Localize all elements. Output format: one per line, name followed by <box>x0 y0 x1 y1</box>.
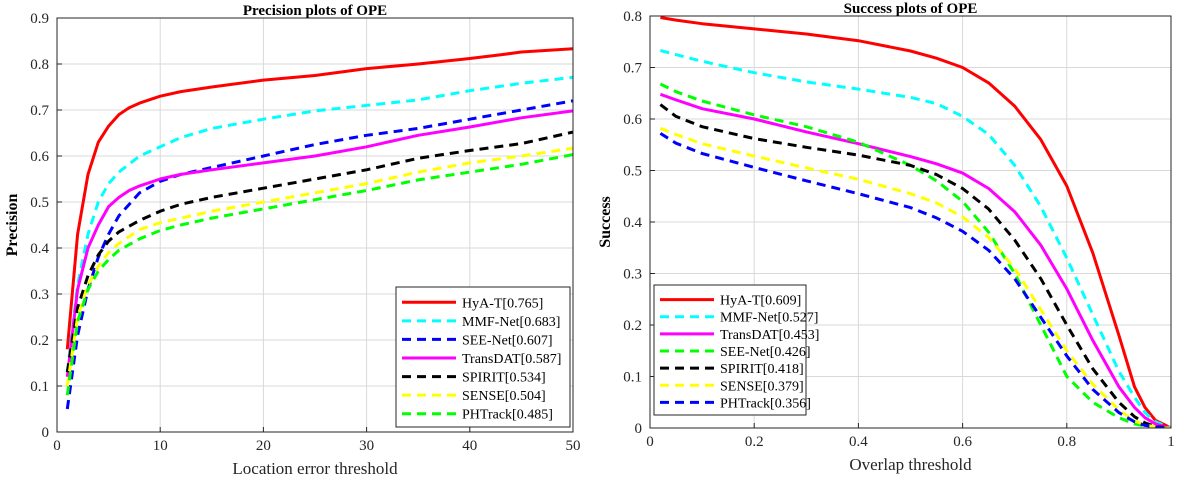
success-series-line <box>659 126 1171 428</box>
precision-series-line <box>65 130 573 373</box>
success-x-tick-label: 0.2 <box>745 434 764 450</box>
precision-series-group <box>65 47 573 410</box>
precision-legend-label: SEE-Net[0.607] <box>462 333 553 348</box>
success-y-tick-label: 0.3 <box>623 267 642 283</box>
precision-x-tick-label: 0 <box>53 438 61 454</box>
success-legend-label: SENSE[0.379] <box>720 379 804 394</box>
success-x-tick-label: 0.4 <box>849 434 868 450</box>
success-y-tick-label: 0.1 <box>623 370 642 386</box>
success-axes-box <box>649 15 1172 429</box>
success-y-tick-label: 0.4 <box>623 215 642 231</box>
success-series-line <box>659 82 1171 428</box>
success-x-tick-label: 0.6 <box>953 434 972 450</box>
success-grid <box>650 16 1171 428</box>
precision-series-line <box>65 153 573 396</box>
precision-series-line <box>65 146 573 387</box>
success-y-tick-label: 0 <box>635 421 643 437</box>
success-series-line <box>659 103 1171 428</box>
success-legend-label: TransDAT[0.453] <box>720 328 819 343</box>
precision-legend-label: TransDAT[0.587] <box>462 352 561 367</box>
precision-legend-label: SPIRIT[0.534] <box>462 371 546 386</box>
precision-legend-label: HyA-T[0.765] <box>462 296 543 311</box>
success-series-line <box>659 132 1171 428</box>
precision-series-line <box>65 47 573 350</box>
success-y-tick-label: 0.2 <box>623 318 642 334</box>
precision-plot-ylabel: Precision <box>4 194 21 257</box>
precision-x-tick-label: 40 <box>462 438 477 454</box>
success-x-tick-label: 0.8 <box>1057 434 1076 450</box>
success-series-line <box>659 92 1171 428</box>
success-y-tick-label: 0.7 <box>623 61 642 77</box>
success-plot-ylabel: Success <box>597 196 614 248</box>
precision-y-tick-label: 0.7 <box>30 103 49 119</box>
success-x-tick-label: 0 <box>646 434 654 450</box>
precision-y-tick-label: 0.3 <box>30 287 49 303</box>
precision-x-tick-label: 20 <box>256 438 271 454</box>
success-plot-title: Success plots of OPE <box>844 1 978 17</box>
success-legend-label: SEE-Net[0.426] <box>720 345 811 360</box>
precision-y-tick-label: 0.4 <box>30 241 49 257</box>
success-x-tick-label: 1 <box>1167 434 1175 450</box>
success-series-line <box>660 16 1171 428</box>
success-legend-label: SPIRIT[0.418] <box>720 362 804 377</box>
precision-x-tick-label: 50 <box>566 438 581 454</box>
success-series-group <box>659 16 1171 428</box>
success-plot-xlabel: Overlap threshold <box>849 455 972 474</box>
precision-axes-box <box>56 17 574 433</box>
precision-y-tick-label: 0.2 <box>30 333 49 349</box>
success-y-tick-label: 0.5 <box>623 164 642 180</box>
precision-y-tick-label: 0.5 <box>30 195 49 211</box>
success-legend-label: MMF-Net[0.527] <box>720 311 818 326</box>
success-legend-label: PHTrack[0.356] <box>720 396 811 411</box>
precision-plot-title: Precision plots of OPE <box>243 3 387 19</box>
success-y-tick-label: 0.8 <box>623 9 642 25</box>
precision-plot: 0 10 20 30 40 50 0 0.1 0.2 0.3 0.4 0.5 0.6 0.7 0.8 0.9 H… <box>4 3 581 478</box>
precision-y-tick-label: 0.9 <box>30 11 49 27</box>
success-plot: 0 0.2 0.4 0.6 0.8 1 0 0.1 0.2 0.3 0.4 0.5 0.6 0.7 0.8 H… <box>597 1 1175 474</box>
precision-y-tick-label: 0.6 <box>30 149 49 165</box>
success-legend: HyA-T[0.609] MMF-Net[0.527] TransDAT[0.453… <box>653 284 819 416</box>
precision-y-tick-label: 0.8 <box>30 57 49 73</box>
precision-x-tick-label: 10 <box>153 438 168 454</box>
success-y-tick-label: 0.6 <box>623 112 642 128</box>
success-series-line <box>660 49 1171 428</box>
precision-legend-label: SENSE[0.504] <box>462 389 546 404</box>
precision-plot-xlabel: Location error threshold <box>232 459 398 478</box>
precision-y-tick-label: 0.1 <box>30 379 49 395</box>
precision-x-tick-label: 30 <box>359 438 374 454</box>
precision-legend-label: PHTrack[0.485] <box>462 408 553 423</box>
precision-series-line <box>65 109 573 377</box>
precision-y-tick-label: 0 <box>42 425 50 441</box>
precision-legend-label: MMF-Net[0.683] <box>462 315 560 330</box>
precision-legend: HyA-T[0.765] MMF-Net[0.683] SEE-Net[0.607]… <box>395 286 571 428</box>
success-legend-label: HyA-T[0.609] <box>720 294 801 309</box>
